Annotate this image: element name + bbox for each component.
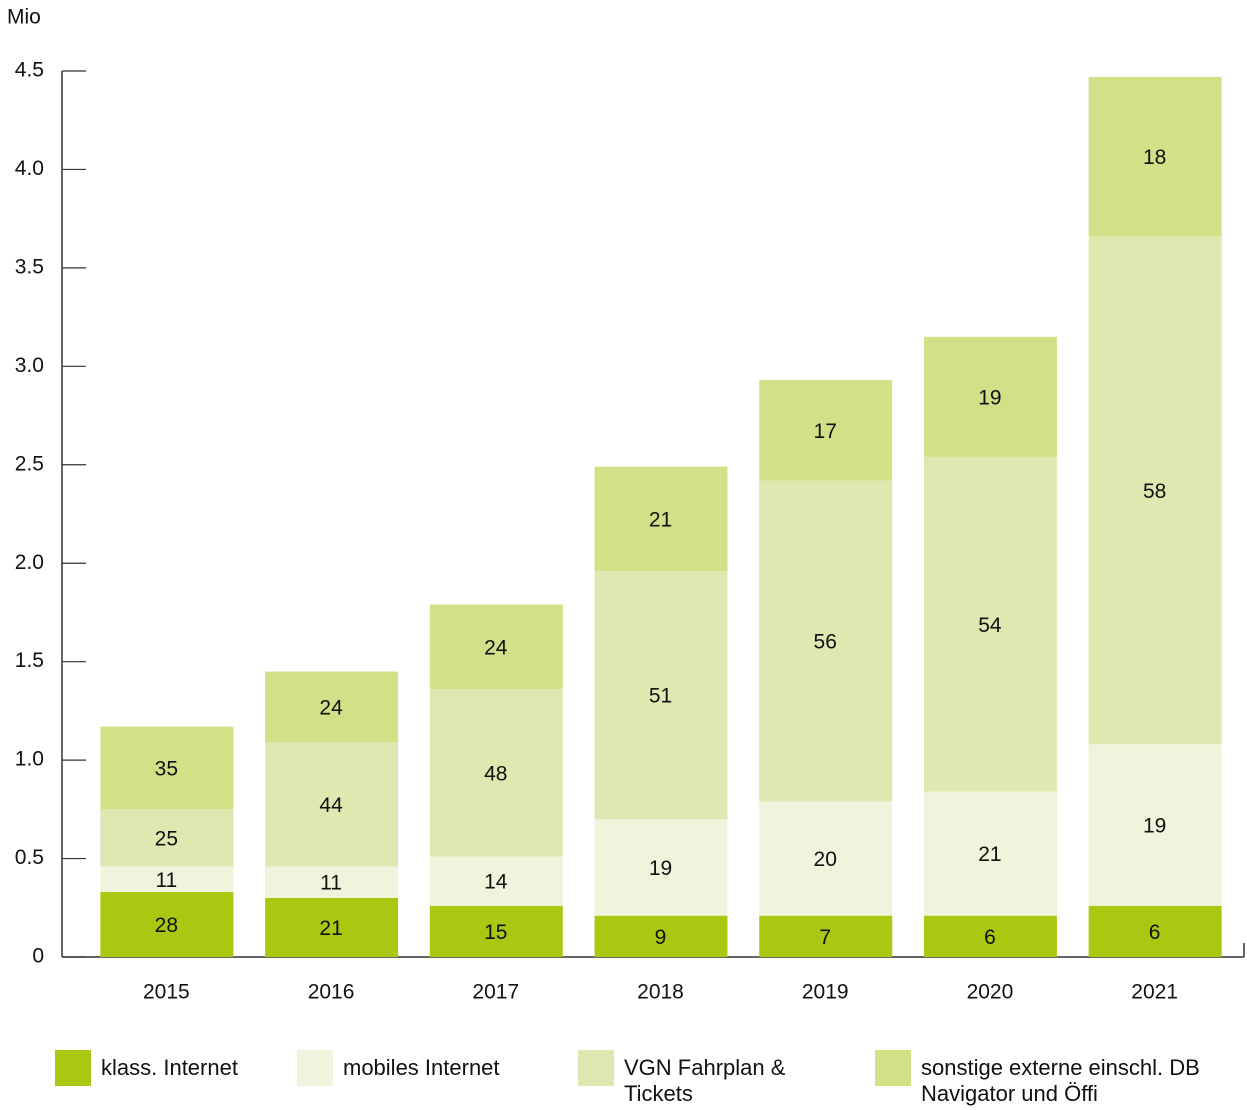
- bar-segment: [594, 915, 728, 957]
- data-label: 54: [978, 614, 1002, 637]
- legend-label: klass. Internet: [101, 1055, 238, 1080]
- data-label: 15: [484, 921, 507, 944]
- data-label: 56: [814, 631, 837, 654]
- bar-segment: [265, 897, 399, 957]
- legend-swatch: [578, 1050, 614, 1086]
- data-label: 48: [484, 762, 507, 785]
- bar-segment: [100, 892, 234, 957]
- y-tick-label: 4.5: [15, 59, 44, 82]
- legend-swatch: [875, 1050, 911, 1086]
- data-label: 6: [984, 926, 996, 949]
- data-label: 25: [155, 827, 178, 850]
- y-tick-label: 2.5: [15, 452, 44, 475]
- bar-segment: [265, 866, 399, 898]
- data-label: 19: [649, 857, 672, 880]
- bar-segment: [1088, 905, 1222, 957]
- bar-segment: [1088, 236, 1222, 745]
- bar-segment: [923, 791, 1057, 916]
- bar-segment: [759, 480, 893, 802]
- bar-segment: [265, 742, 399, 867]
- data-label: 11: [155, 869, 177, 892]
- x-tick-label: 2020: [967, 981, 1014, 1004]
- bar-segment: [594, 466, 728, 572]
- y-tick-label: 0: [32, 945, 44, 968]
- bar-segment: [429, 905, 563, 957]
- data-label: 21: [319, 917, 342, 940]
- bar-segment: [923, 456, 1057, 792]
- y-tick-label: 3.0: [15, 354, 44, 377]
- data-label: 20: [814, 848, 837, 871]
- data-label: 11: [320, 872, 342, 895]
- bar-segment: [429, 856, 563, 906]
- legend-swatch: [55, 1050, 91, 1086]
- data-label: 24: [484, 636, 508, 659]
- data-label: 28: [155, 914, 178, 937]
- bar-segment: [923, 336, 1057, 457]
- data-label: 19: [1143, 815, 1166, 838]
- data-label: 21: [978, 843, 1001, 866]
- bar-segment: [100, 866, 234, 893]
- data-label: 51: [649, 685, 672, 708]
- bar-segment: [429, 604, 563, 690]
- y-tick-label: 0.5: [15, 846, 44, 869]
- data-label: 19: [978, 386, 1001, 409]
- data-label: 9: [655, 926, 667, 949]
- chart: Mio 00.51.01.52.02.53.03.54.04.520152811…: [7, 6, 1245, 1004]
- x-tick-label: 2015: [143, 981, 190, 1004]
- legend-label: sonstige externe einschl. DB Navigator u…: [921, 1055, 1200, 1106]
- legend-label: mobiles Internet: [343, 1055, 500, 1080]
- data-label: 58: [1143, 480, 1166, 503]
- x-tick-label: 2017: [472, 981, 519, 1004]
- bar-segment: [265, 671, 399, 743]
- data-label: 44: [319, 794, 343, 817]
- data-label: 18: [1143, 146, 1166, 169]
- data-label: 6: [1149, 921, 1161, 944]
- bar-segment: [923, 915, 1057, 957]
- bar-segment: [100, 726, 234, 810]
- y-tick-label: 1.0: [15, 748, 44, 771]
- bar-segment: [1088, 744, 1222, 906]
- bar-segment: [759, 380, 893, 481]
- bar-segment: [594, 571, 728, 820]
- y-unit: Mio: [7, 6, 41, 29]
- data-label: 17: [814, 420, 837, 443]
- data-label: 21: [649, 508, 672, 531]
- y-tick-label: 3.5: [15, 255, 44, 278]
- data-label: 7: [819, 926, 831, 949]
- legend-swatch: [297, 1050, 333, 1086]
- bar-segment: [594, 819, 728, 916]
- legend-label: VGN Fahrplan & Tickets: [624, 1055, 786, 1106]
- x-tick-label: 2019: [802, 981, 849, 1004]
- data-label: 24: [319, 696, 343, 719]
- bar-segment: [759, 915, 893, 957]
- data-label: 35: [155, 758, 178, 781]
- data-label: 14: [484, 871, 508, 894]
- x-tick-label: 2021: [1131, 981, 1178, 1004]
- x-tick-label: 2016: [308, 981, 355, 1004]
- y-tick-label: 1.5: [15, 649, 44, 672]
- bar-segment: [1088, 76, 1222, 237]
- bar-segment: [759, 801, 893, 916]
- y-tick-label: 4.0: [15, 157, 44, 180]
- bar-segment: [100, 809, 234, 867]
- y-tick-label: 2.0: [15, 551, 44, 574]
- x-tick-label: 2018: [637, 981, 684, 1004]
- bar-segment: [429, 689, 563, 857]
